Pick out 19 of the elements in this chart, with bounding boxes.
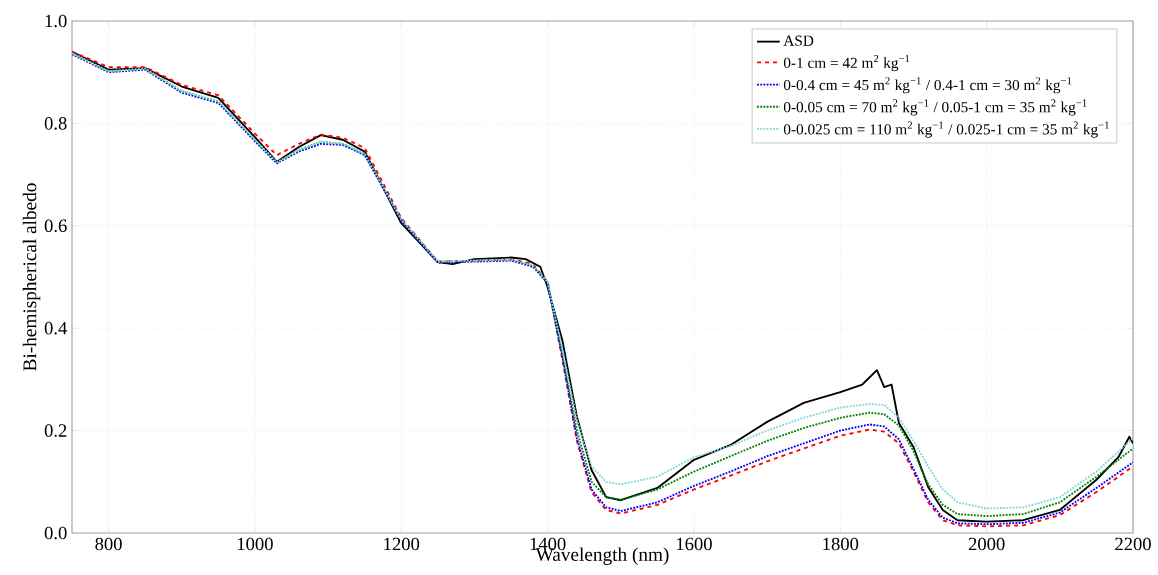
legend-label: 0-1 cm = 42 m$^{2}$ kg$^{−1}$ [783,54,910,72]
legend-label: 0-0.05 cm = 70 m$^{2}$ kg$^{−1}$ / 0.05-1 cm = 35 m$^{2}$ kg$^{−1}$ [783,99,1087,116]
y-tick-label: 0.0 [44,526,67,540]
x-tick-label: 800 [95,537,122,551]
y-tick-label: 0.6 [44,219,67,233]
y-axis-title: Bi-hemispherical albedo [22,183,41,371]
x-tick-label: 1000 [237,537,273,551]
legend-label: ASD [783,35,814,46]
y-tick-label: 0.2 [44,424,67,437]
legend-label: 0-0.4 cm = 45 m$^{2}$ kg$^{−1}$ / 0.4-1 cm = 30 m$^{2}$ kg$^{−1}$ [783,77,1072,94]
legend-label: 0-0.025 cm = 110 m$^{2}$ kg$^{−1}$ / 0.025-1 cm = 35 m$^{2}$ kg$^{−1}$ [783,121,1109,138]
x-tick-label: 2000 [968,537,1005,551]
x-tick-label: 1800 [823,537,859,551]
x-tick-label: 1600 [677,537,712,551]
x-tick-label: 1200 [384,537,420,551]
y-tick-label: 0.4 [44,321,68,335]
x-tick-label: 2200 [1115,537,1151,551]
y-tick-label: 1.0 [45,14,67,28]
y-tick-label: 0.8 [44,117,67,130]
